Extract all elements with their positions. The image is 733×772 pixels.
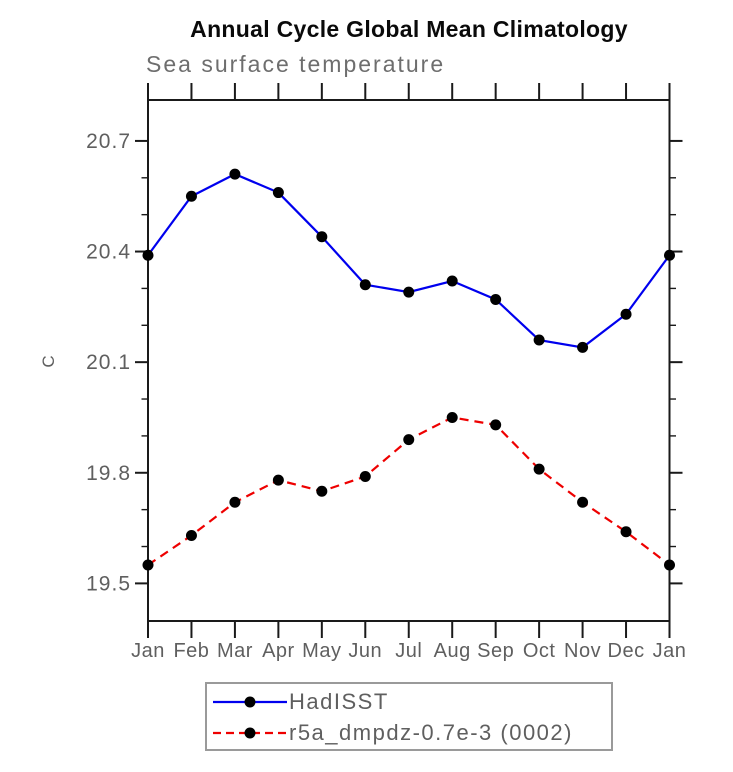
x-tick-label: Nov <box>564 640 601 662</box>
y-tick-label: 19.8 <box>86 462 131 485</box>
data-point-marker <box>272 187 284 199</box>
plot-area: Jan Feb Mar Apr May Jun Jul Aug Sep Oct Nov Dec Jan 1… <box>39 83 687 662</box>
data-point-marker <box>664 559 675 571</box>
chart-title: Annual Cycle Global Mean Climatology <box>190 16 628 42</box>
x-tick-label: Apr <box>262 640 295 662</box>
legend-label-r5a: r5a_dmpdz-0.7e-3 (0002) <box>289 720 573 745</box>
data-point-marker <box>272 474 284 486</box>
data-point-marker <box>359 470 371 482</box>
x-tick-label: Jun <box>348 640 382 662</box>
y-tick-label: 20.1 <box>86 351 131 374</box>
x-tick-label: Sep <box>477 640 514 662</box>
data-point-marker <box>446 275 458 287</box>
data-point-marker <box>664 249 675 261</box>
x-tick-label: Mar <box>217 640 253 662</box>
x-tick-label: Jul <box>395 640 422 662</box>
data-point-marker <box>533 334 545 346</box>
data-point-marker <box>316 231 328 243</box>
x-tick-label: Feb <box>173 640 209 662</box>
data-point-marker <box>577 341 589 353</box>
legend-dashed-line-sample <box>213 727 287 739</box>
data-point-marker <box>403 286 415 298</box>
legend-label-hadisst: HadISST <box>289 689 389 714</box>
data-point-marker <box>620 308 632 320</box>
data-point-marker <box>403 434 415 446</box>
series-line-0 <box>147 172 671 349</box>
x-tick-label: Aug <box>434 640 471 662</box>
data-point-marker <box>142 249 154 261</box>
y-tick-label: 19.5 <box>86 572 131 595</box>
chart-subtitle: Sea surface temperature <box>146 51 446 77</box>
data-point-marker <box>316 485 328 497</box>
x-tick-label: Jan <box>653 640 687 662</box>
y-axis-title: C <box>39 354 58 367</box>
x-tick-label: May <box>302 640 341 662</box>
data-point-marker <box>229 168 241 180</box>
data-point-marker <box>359 279 371 291</box>
legend-box: HadISST r5a_dmpdz-0.7e-3 (0002) <box>205 682 613 751</box>
data-point-marker <box>142 559 154 571</box>
y-tick-label: 20.7 <box>86 130 131 153</box>
plot-frame <box>147 99 671 622</box>
x-tick-label: Jan <box>131 640 165 662</box>
legend-marker-circle <box>244 696 256 708</box>
data-point-marker <box>577 496 589 508</box>
data-point-marker <box>185 190 197 202</box>
x-tick-label: Oct <box>523 640 556 662</box>
data-point-marker <box>446 411 458 423</box>
data-point-marker <box>620 526 632 538</box>
data-point-marker <box>185 529 197 541</box>
x-tick-label: Dec <box>608 640 645 662</box>
legend-marker-circle <box>244 727 256 739</box>
data-point-marker <box>490 293 502 305</box>
data-point-marker <box>490 419 502 431</box>
legend-solid-line-sample <box>213 696 287 708</box>
y-tick-label: 20.4 <box>86 241 131 264</box>
legend-item-r5a: r5a_dmpdz-0.7e-3 (0002) <box>212 722 573 744</box>
data-point-marker <box>533 463 545 475</box>
data-point-marker <box>229 496 241 508</box>
legend-item-hadisst: HadISST <box>212 691 389 713</box>
